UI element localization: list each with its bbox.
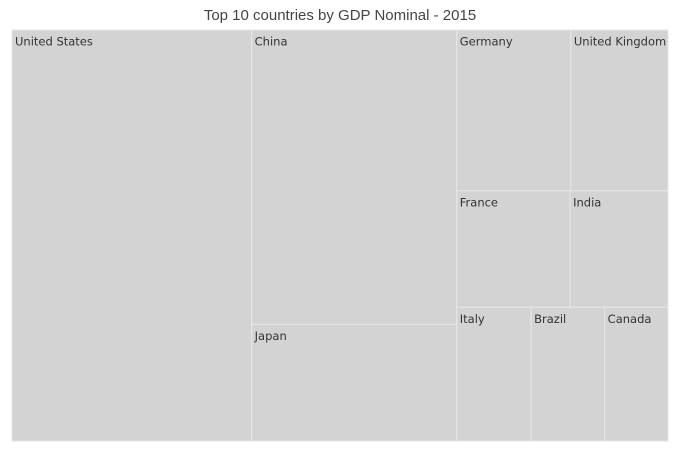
treemap-cell xyxy=(570,29,669,192)
treemap-cell xyxy=(456,190,571,308)
treemap-cell xyxy=(604,306,669,442)
treemap-cell xyxy=(456,306,532,442)
cell-label: Italy xyxy=(460,312,485,326)
treemap-cell xyxy=(251,323,458,442)
cell-label: Germany xyxy=(460,35,513,49)
treemap-cell xyxy=(569,190,669,308)
cell-label: Brazil xyxy=(534,312,566,326)
cell-label: France xyxy=(460,195,498,209)
cell-label: India xyxy=(573,195,601,209)
treemap-cell xyxy=(11,29,253,442)
cell-label: United Kingdom xyxy=(574,35,666,49)
cell-label: United States xyxy=(15,35,93,49)
treemap-cell xyxy=(530,306,606,442)
cell-label: China xyxy=(255,35,288,49)
chart-title: Top 10 countries by GDP Nominal - 2015 xyxy=(204,7,476,24)
cell-label: Canada xyxy=(608,312,652,326)
treemap-cell xyxy=(251,29,458,325)
treemap-cell xyxy=(456,29,572,192)
cell-label: Japan xyxy=(254,329,287,343)
